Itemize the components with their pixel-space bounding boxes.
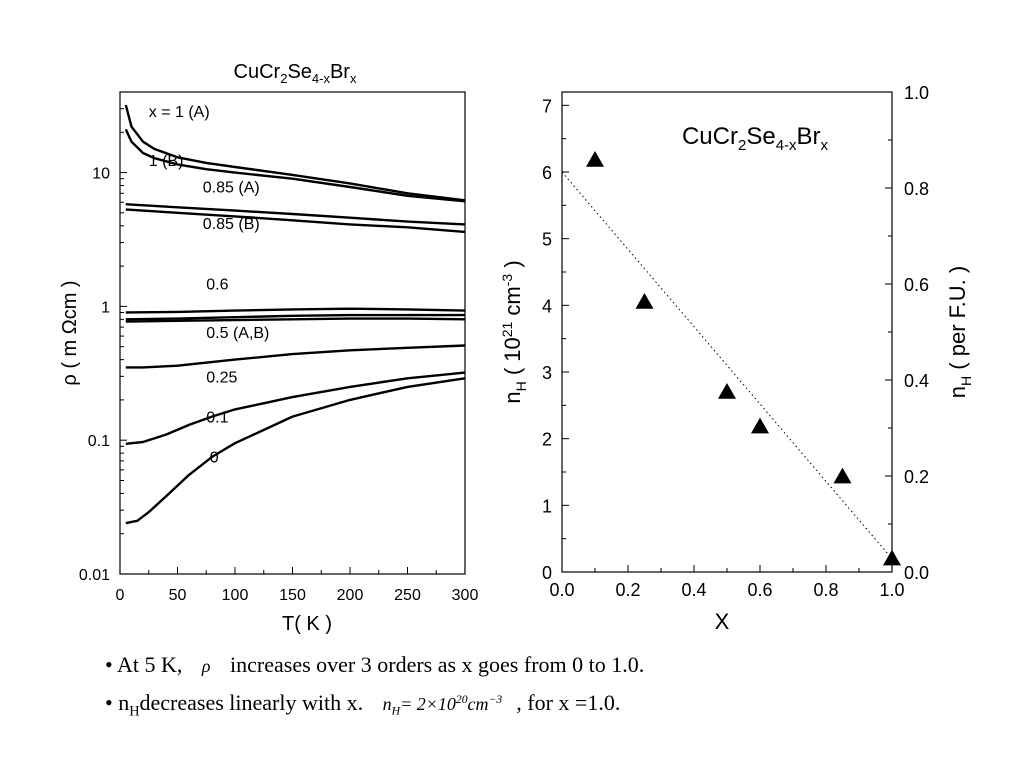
right-y2-tick-label: 0.8 bbox=[904, 179, 929, 199]
bullet-2-tail: , for x =1.0. bbox=[516, 690, 621, 715]
left-y-tick-label: 0.1 bbox=[88, 433, 110, 450]
series-line bbox=[125, 344, 466, 369]
right-x-tick-label: 0.0 bbox=[549, 580, 574, 600]
series-line bbox=[125, 377, 466, 525]
hall-density-chart: CuCr2Se4-xBrx 0.0 0.2 0.4 0.6 0.8 1.0 0 1 2 3 4 5 6… bbox=[499, 83, 974, 634]
series-line bbox=[125, 371, 466, 445]
right-x-tick-label: 0.2 bbox=[615, 580, 640, 600]
right-y-tick-label: 3 bbox=[542, 363, 552, 383]
curve-label: 0.25 bbox=[206, 369, 237, 386]
left-x-tick-label: 0 bbox=[116, 587, 125, 604]
right-x-axis-label: X bbox=[715, 609, 730, 634]
figure-canvas: CuCr2Se4-xBrx 0 50 100 150 200 250 300 0.010.1… bbox=[59, 61, 974, 635]
right-x-tick-label: 0.4 bbox=[681, 580, 706, 600]
right-chart-title: CuCr2Se4-xBrx bbox=[682, 123, 829, 154]
bullet-2-text: decreases linearly with x. bbox=[139, 690, 364, 715]
curve-label: 0.6 bbox=[206, 276, 228, 293]
left-x-tick-label: 150 bbox=[279, 587, 306, 604]
left-x-tick-label: 250 bbox=[394, 587, 421, 604]
bullet-list: • At 5 K, ρ increases over 3 orders as x… bbox=[105, 648, 1005, 729]
left-y-tick-label: 0.01 bbox=[79, 567, 110, 584]
right-y2-tick-label: 0.2 bbox=[904, 467, 929, 487]
left-y-axis: 0.01 0.1 1 10 bbox=[79, 91, 127, 584]
series-line bbox=[124, 104, 466, 202]
curve-label: 0.85 (B) bbox=[203, 216, 260, 233]
series-line bbox=[125, 307, 466, 314]
curve-label: 0.85 (A) bbox=[203, 179, 260, 196]
right-y-axis-label: nH ( 1021 cm-3 ) bbox=[499, 260, 529, 403]
right-y-tick-label: 1 bbox=[542, 496, 552, 516]
left-annotations: x = 1 (A) 1 (B) 0.85 (A) 0.85 (B) 0.6 0.5 (A,… bbox=[149, 104, 270, 467]
series-line bbox=[125, 203, 466, 226]
right-y-tick-label: 7 bbox=[542, 96, 552, 116]
right-x-tick-label: 1.0 bbox=[879, 580, 904, 600]
left-series-group bbox=[124, 104, 466, 525]
right-y-tick-label: 5 bbox=[542, 230, 552, 250]
right-y-tick-label: 6 bbox=[542, 163, 552, 183]
hall-density-equation: nH = 2×1020 cm−3 bbox=[382, 693, 503, 718]
right-x-tick-label: 0.6 bbox=[747, 580, 772, 600]
data-point-triangle bbox=[883, 549, 901, 566]
right-y2-tick-label: 0.4 bbox=[904, 371, 929, 391]
rho-symbol: ρ bbox=[201, 656, 211, 676]
right-y2-tick-label: 1.0 bbox=[904, 83, 929, 103]
bullet-1-text: increases over 3 orders as x goes from 0… bbox=[230, 652, 645, 677]
left-x-axis: 0 50 100 150 200 250 300 bbox=[116, 567, 479, 604]
data-point-triangle bbox=[635, 293, 654, 309]
left-x-tick-label: 50 bbox=[169, 587, 187, 604]
left-x-tick-label: 100 bbox=[222, 587, 249, 604]
right-x-tick-label: 0.8 bbox=[813, 580, 838, 600]
resistivity-chart: CuCr2Se4-xBrx 0 50 100 150 200 250 300 0.010.1… bbox=[59, 61, 478, 635]
left-y-tick-label: 10 bbox=[92, 166, 110, 183]
right-y2-axis-label: nH ( per F.U. ) bbox=[945, 266, 974, 398]
bullet-2-prefix: • nH bbox=[105, 690, 140, 720]
fit-line bbox=[561, 171, 893, 559]
series-line bbox=[125, 313, 465, 321]
right-x-axis: 0.0 0.2 0.4 0.6 0.8 1.0 bbox=[549, 565, 905, 600]
right-plot-frame bbox=[561, 91, 893, 573]
curve-label: 0.1 bbox=[206, 410, 228, 427]
data-points bbox=[586, 151, 901, 566]
curve-label: 1 (B) bbox=[149, 153, 184, 170]
bullet-resistivity: • At 5 K, ρ increases over 3 orders as x… bbox=[105, 648, 1005, 683]
left-x-tick-label: 300 bbox=[452, 587, 479, 604]
data-point-triangle bbox=[586, 151, 604, 167]
bullet-1-prefix: • At 5 K, bbox=[105, 652, 183, 677]
series-line bbox=[124, 128, 466, 203]
left-y-axis-label: ρ ( m Ωcm ) bbox=[59, 280, 81, 385]
data-point-triangle bbox=[833, 467, 852, 484]
series-line bbox=[125, 317, 466, 323]
right-y-axis: 0 1 2 3 4 5 6 7 bbox=[542, 96, 569, 583]
right-y-tick-label: 0 bbox=[542, 563, 552, 583]
series-line bbox=[125, 208, 466, 234]
right-y-tick-label: 4 bbox=[542, 296, 552, 316]
right-y-tick-label: 2 bbox=[542, 430, 552, 450]
curve-label: 0 bbox=[210, 450, 219, 467]
left-x-axis-label: T( K ) bbox=[282, 613, 332, 635]
data-point-triangle bbox=[718, 383, 736, 399]
bullet-hall-density: • nH decreases linearly with x. nH = 2×1… bbox=[105, 683, 1005, 729]
curve-label: 0.5 (A,B) bbox=[206, 325, 269, 342]
right-y2-axis: 0.0 0.2 0.4 0.6 0.8 1.0 bbox=[885, 83, 929, 583]
left-x-tick-label: 200 bbox=[337, 587, 364, 604]
data-point-triangle bbox=[751, 417, 769, 434]
left-chart-title: CuCr2Se4-xBrx bbox=[234, 61, 357, 86]
right-y2-tick-label: 0.6 bbox=[904, 275, 929, 295]
right-y2-tick-label: 0.0 bbox=[904, 563, 929, 583]
curve-label: x = 1 (A) bbox=[149, 104, 210, 121]
left-y-tick-label: 1 bbox=[101, 299, 110, 316]
